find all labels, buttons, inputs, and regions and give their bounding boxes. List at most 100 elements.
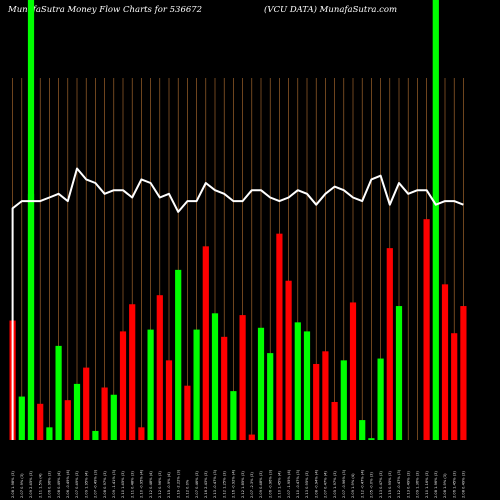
x-tick-label: 2.10 1.45% (4) <box>278 471 282 498</box>
money-flow-bar <box>165 360 173 440</box>
x-tick-label: 2.12 -0.47% (3) <box>397 469 401 498</box>
money-flow-bar <box>303 331 311 440</box>
money-flow-bar <box>64 400 71 440</box>
x-tick-label: 2.08 1.98% (3) <box>11 471 15 498</box>
x-tick-label: 2.15 0.95% (3) <box>388 471 392 498</box>
x-tick-label: 2.07 -1.95% (4) <box>287 469 291 498</box>
x-tick-label: 2.12 0.0% <box>186 479 190 498</box>
x-tick-label: 2.16 -0.92% (4) <box>232 469 236 498</box>
x-tick-label: 2.13 0.95% (3) <box>305 471 309 498</box>
x-tick-label: 2.09 0.48% (3) <box>259 471 263 498</box>
x-tick-label: 2.07 -2.3% (3) <box>250 472 254 498</box>
money-flow-bar <box>423 219 430 440</box>
x-tick-label: 2.13 0.47% (3) <box>379 471 383 498</box>
grid-lines <box>12 78 464 440</box>
x-tick-label: 2.07 0.46% (3) <box>195 471 199 498</box>
money-flow-bar <box>349 302 357 440</box>
money-flow-bar <box>368 438 375 440</box>
x-tick-label: 2.05 -0.0% (3) <box>370 472 374 498</box>
money-flow-bar <box>101 387 108 440</box>
bars <box>9 0 467 440</box>
x-tick-label: 2.12 0.48% (4) <box>149 471 153 498</box>
money-flow-bar <box>92 430 99 440</box>
money-flow-bar <box>83 367 90 440</box>
x-tick-label: 2.13 -0.47% (3) <box>213 469 217 498</box>
x-tick-label: 2.10 1.45% (3) <box>121 471 125 498</box>
x-tick-label: 2.06 -0.49% (4) <box>66 469 70 498</box>
money-flow-bar <box>18 396 25 440</box>
x-tick-label: 2.12 1.85% (3) <box>241 471 245 498</box>
money-flow-bar <box>138 427 145 440</box>
x-tick-label: 2.07 -0.96% (3) <box>342 469 346 498</box>
money-flow-bar <box>239 315 246 440</box>
x-tick-label: 2.08 0.49% (4) <box>57 471 61 498</box>
money-flow-bar <box>386 248 393 440</box>
x-tick-label: 2.07 -0.49% (3) <box>94 469 98 498</box>
x-tick-label: 2.09 1.9% (4) <box>351 473 355 498</box>
money-flow-bar <box>276 233 283 440</box>
money-flow-bar <box>202 246 209 440</box>
money-flow-bar <box>294 322 301 440</box>
money-flow-bar <box>257 327 265 440</box>
money-flow-bar-highlight <box>432 0 439 440</box>
x-tick-label: 2.11 0.48% (3) <box>130 471 134 498</box>
money-flow-bar <box>359 420 366 440</box>
money-flow-bar <box>267 353 274 440</box>
money-flow-bar <box>340 360 347 440</box>
money-flow-bar-highlight <box>27 0 35 440</box>
money-flow-bar <box>156 295 163 440</box>
money-flow-bar <box>441 284 449 440</box>
price-line <box>11 167 464 440</box>
money-flow-bar <box>110 394 117 440</box>
x-tick-label: 2.08 0.97% (3) <box>103 471 107 498</box>
price-line-path <box>11 167 464 440</box>
x-tick-label: 2.09 1.36% (3) <box>416 471 420 498</box>
x-tick-label: 2.08 -0.94% (4) <box>314 469 318 498</box>
money-flow-bar <box>322 351 329 440</box>
x-tick-label: 2.07 0.49% (3) <box>75 471 79 498</box>
x-tick-label: 2.06 0.96% (3) <box>48 471 52 498</box>
x-tick-label: 2.12 1.25% (3) <box>222 471 226 498</box>
money-flow-bar <box>451 333 458 440</box>
x-tick-label: 2.08 0.49% (3) <box>462 471 466 498</box>
money-flow-bar <box>129 304 136 440</box>
money-flow-bar <box>73 383 81 440</box>
x-tick-label: 2.06 -0.96% (3) <box>268 469 272 498</box>
x-tick-label: 2.09 1.95% (4) <box>84 471 88 498</box>
money-flow-bar <box>193 329 200 440</box>
money-flow-bar <box>175 269 182 440</box>
x-tick-label: 2.10 1.16% (3) <box>425 471 429 498</box>
x-tick-label: 2.09 -1.41% (3) <box>112 469 116 498</box>
chart-title-right: (VCU DATA) MunafaSutra.com <box>264 5 398 15</box>
money-flow-bar <box>55 345 62 440</box>
money-flow-bar <box>119 331 127 440</box>
x-tick-label: 2.12 0.96% (3) <box>158 471 162 498</box>
x-tick-label: 2.09 2.45% (3) <box>29 471 33 498</box>
x-tick-label: 2.10 -0.47% (3) <box>296 469 300 498</box>
money-flow-bar <box>211 313 219 440</box>
money-flow-bar <box>313 363 320 440</box>
x-tick-label: 2.05 1.97% (3) <box>333 471 337 498</box>
x-axis-labels: 2.08 1.98% (3) 2.07 0.9% (3) 2.09 2.45% (3… <box>11 469 466 498</box>
x-tick-label: 2.06 1.45% (3) <box>452 471 456 498</box>
x-tick-label: 2.15 -0.9% (4) <box>167 472 171 498</box>
x-tick-label: 2.12 -0.47% (4) <box>360 469 364 498</box>
money-flow-bar <box>37 403 44 440</box>
chart-title-left: MunafaSutra Money Flow Charts for 536672 <box>8 5 203 15</box>
x-tick-label: 2.13 0.49% (3) <box>406 471 410 498</box>
money-flow-bar <box>395 306 403 440</box>
money-flow-bar <box>221 336 228 440</box>
money-flow-bar <box>460 306 467 440</box>
x-tick-label: 2.16 2.43% (3) <box>204 471 208 498</box>
money-flow-bar <box>147 329 154 440</box>
x-tick-label: 2.11 1.5% (4) <box>38 473 42 498</box>
x-tick-label: 2.10 -0.95% (4) <box>140 469 144 498</box>
x-tick-label: 2.07 0.9% (3) <box>20 473 24 498</box>
x-tick-label: 2.07 0.47% (4) <box>324 471 328 498</box>
money-flow-bar <box>248 434 255 440</box>
x-tick-label: 2.08 1.96% (3) <box>434 471 438 498</box>
money-flow-bar <box>331 401 338 440</box>
money-flow-bar <box>184 385 191 440</box>
x-tick-label: 2.08 1.9% (3) <box>443 473 447 498</box>
